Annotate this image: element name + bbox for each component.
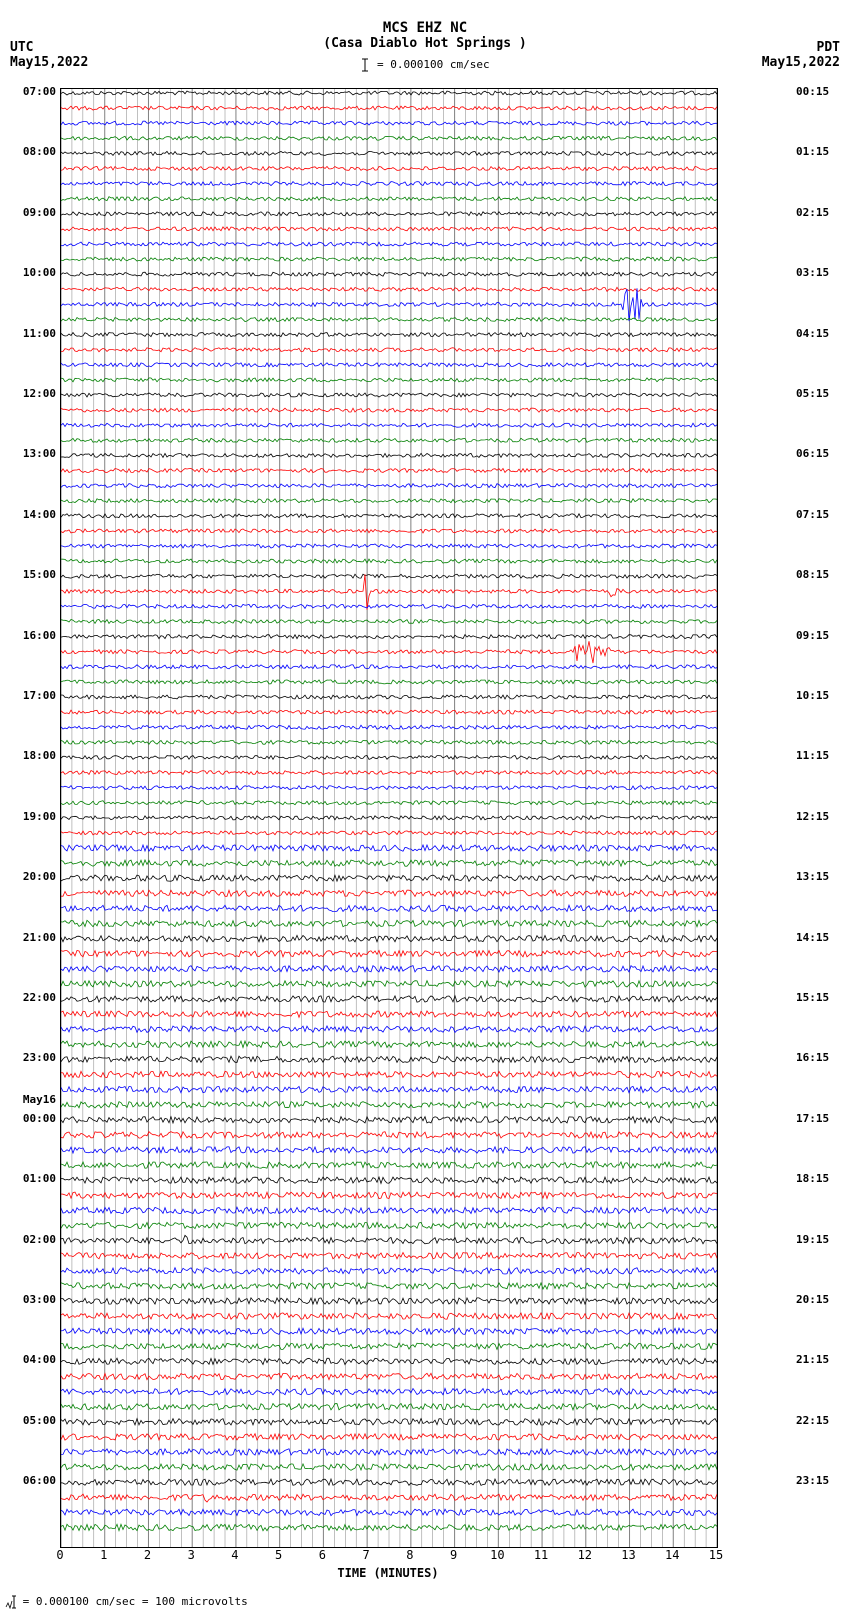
right-time-label: 21:15 xyxy=(796,1353,829,1366)
x-tick: 13 xyxy=(621,1548,635,1562)
right-time-label: 07:15 xyxy=(796,508,829,521)
x-tick: 0 xyxy=(56,1548,63,1562)
right-time-label: 16:15 xyxy=(796,1051,829,1064)
x-tick: 9 xyxy=(450,1548,457,1562)
seismogram-container: MCS EHZ NC (Casa Diablo Hot Springs ) = … xyxy=(0,0,850,1613)
x-tick: 5 xyxy=(275,1548,282,1562)
x-tick: 7 xyxy=(363,1548,370,1562)
left-time-label: 21:00 xyxy=(23,931,56,944)
plot-area xyxy=(60,88,718,1548)
right-time-label: 19:15 xyxy=(796,1233,829,1246)
right-time-label: 06:15 xyxy=(796,447,829,460)
station-location: (Casa Diablo Hot Springs ) xyxy=(0,36,850,51)
x-tick: 12 xyxy=(578,1548,592,1562)
x-tick: 2 xyxy=(144,1548,151,1562)
right-time-label: 23:15 xyxy=(796,1474,829,1487)
left-time-label: 20:00 xyxy=(23,870,56,883)
left-time-label: 18:00 xyxy=(23,749,56,762)
right-time-label: 20:15 xyxy=(796,1293,829,1306)
x-tick: 3 xyxy=(188,1548,195,1562)
right-tz-name: PDT xyxy=(762,40,840,55)
left-time-label: May16 xyxy=(23,1093,56,1106)
right-time-label: 01:15 xyxy=(796,145,829,158)
right-time-label: 12:15 xyxy=(796,810,829,823)
scale-value: = 0.000100 cm/sec xyxy=(377,58,490,71)
right-time-label: 05:15 xyxy=(796,387,829,400)
scale-indicator: = 0.000100 cm/sec xyxy=(0,58,850,72)
right-time-label: 02:15 xyxy=(796,206,829,219)
left-time-label: 01:00 xyxy=(23,1172,56,1185)
x-tick: 8 xyxy=(406,1548,413,1562)
left-time-label: 12:00 xyxy=(23,387,56,400)
left-time-label: 14:00 xyxy=(23,508,56,521)
left-time-label: 08:00 xyxy=(23,145,56,158)
station-code: MCS EHZ NC xyxy=(0,20,850,36)
left-time-label: 03:00 xyxy=(23,1293,56,1306)
left-time-label: 10:00 xyxy=(23,266,56,279)
right-time-label: 10:15 xyxy=(796,689,829,702)
right-time-label: 00:15 xyxy=(796,85,829,98)
x-tick: 14 xyxy=(665,1548,679,1562)
left-time-label: 02:00 xyxy=(23,1233,56,1246)
right-time-label: 14:15 xyxy=(796,931,829,944)
seismogram-svg xyxy=(61,89,717,1547)
left-time-label: 06:00 xyxy=(23,1474,56,1487)
right-time-label: 18:15 xyxy=(796,1172,829,1185)
right-time-label: 13:15 xyxy=(796,870,829,883)
x-tick: 6 xyxy=(319,1548,326,1562)
left-time-label: 07:00 xyxy=(23,85,56,98)
right-time-label: 04:15 xyxy=(796,327,829,340)
x-axis: TIME (MINUTES) 0123456789101112131415 xyxy=(60,1548,716,1588)
left-time-label: 15:00 xyxy=(23,568,56,581)
right-time-label: 03:15 xyxy=(796,266,829,279)
x-tick: 1 xyxy=(100,1548,107,1562)
x-tick: 15 xyxy=(709,1548,723,1562)
left-timezone: UTC May15,2022 xyxy=(10,40,88,70)
right-timezone: PDT May15,2022 xyxy=(762,40,840,70)
left-time-label: 22:00 xyxy=(23,991,56,1004)
left-tz-date: May15,2022 xyxy=(10,55,88,70)
right-time-label: 17:15 xyxy=(796,1112,829,1125)
x-tick: 11 xyxy=(534,1548,548,1562)
right-tz-date: May15,2022 xyxy=(762,55,840,70)
right-time-label: 11:15 xyxy=(796,749,829,762)
left-time-label: 17:00 xyxy=(23,689,56,702)
header: MCS EHZ NC (Casa Diablo Hot Springs ) xyxy=(0,20,850,51)
x-tick: 10 xyxy=(490,1548,504,1562)
left-time-label: 16:00 xyxy=(23,629,56,642)
left-time-label: 00:00 xyxy=(23,1112,56,1125)
left-time-label: 09:00 xyxy=(23,206,56,219)
left-time-label: 13:00 xyxy=(23,447,56,460)
left-time-label: 23:00 xyxy=(23,1051,56,1064)
footer-text: = 0.000100 cm/sec = 100 microvolts xyxy=(23,1595,248,1608)
right-time-label: 15:15 xyxy=(796,991,829,1004)
left-time-label: 19:00 xyxy=(23,810,56,823)
x-tick: 4 xyxy=(231,1548,238,1562)
x-axis-label: TIME (MINUTES) xyxy=(60,1566,716,1580)
left-time-label: 05:00 xyxy=(23,1414,56,1427)
footer-scale: = 0.000100 cm/sec = 100 microvolts xyxy=(4,1595,248,1609)
right-time-label: 22:15 xyxy=(796,1414,829,1427)
left-time-label: 11:00 xyxy=(23,327,56,340)
left-time-label: 04:00 xyxy=(23,1353,56,1366)
right-time-label: 08:15 xyxy=(796,568,829,581)
left-tz-name: UTC xyxy=(10,40,88,55)
right-time-label: 09:15 xyxy=(796,629,829,642)
